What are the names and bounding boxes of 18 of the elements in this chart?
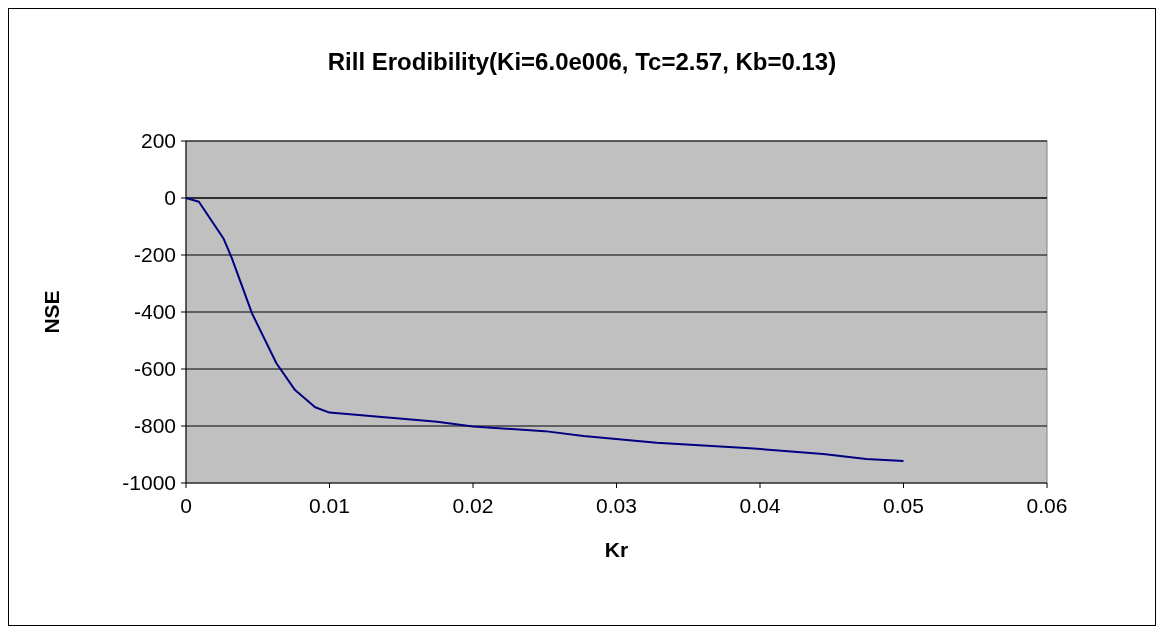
x-tick-label: 0.02 bbox=[452, 494, 494, 517]
y-tick-label: -1000 bbox=[122, 471, 176, 495]
x-axis-title: Kr bbox=[604, 538, 629, 561]
y-tick-label: -800 bbox=[133, 414, 176, 438]
y-axis-title: NSE bbox=[40, 290, 63, 334]
x-tick-label: 0.04 bbox=[739, 494, 781, 517]
y-tick-label: 0 bbox=[164, 186, 176, 210]
x-tick-label: 0 bbox=[180, 494, 192, 517]
y-tick-label: 200 bbox=[140, 129, 176, 153]
line-series bbox=[185, 197, 905, 463]
chart-title: Rill Erodibility(Ki=6.0e006, Tc=2.57, Kb=0.13) bbox=[327, 48, 837, 75]
y-tick-label: -200 bbox=[133, 243, 176, 267]
y-tick-label: -600 bbox=[133, 357, 176, 381]
x-tick-label: 0.05 bbox=[883, 494, 924, 517]
y-tick-label: -400 bbox=[133, 300, 176, 324]
x-tick-label: 0.01 bbox=[309, 494, 350, 517]
x-tick-label: 0.03 bbox=[596, 494, 637, 517]
x-tick-label: 0.06 bbox=[1026, 494, 1068, 517]
